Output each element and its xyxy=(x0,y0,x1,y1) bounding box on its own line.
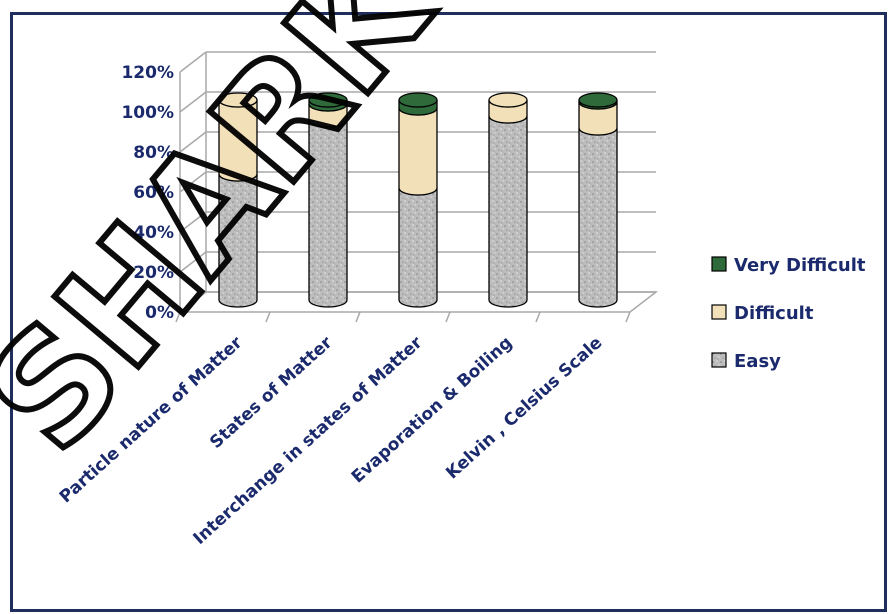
y-axis: 0% 20% 40% 60% 80% 100% 120% xyxy=(121,63,174,323)
y-tick-label: 0% xyxy=(145,303,174,323)
bar-group xyxy=(488,92,528,308)
y-tick-label: 80% xyxy=(133,143,174,163)
x-tick xyxy=(445,311,451,323)
bar-segment-easy xyxy=(488,115,528,308)
bar-group xyxy=(308,92,348,308)
bar-group xyxy=(398,92,438,308)
legend-label: Very Difficult xyxy=(734,255,866,276)
x-tick xyxy=(535,311,541,323)
y-tick-label: 20% xyxy=(133,263,174,283)
y-tick-label: 40% xyxy=(133,223,174,243)
bar-top-cap xyxy=(488,92,528,108)
chart-floor xyxy=(177,291,659,313)
legend-swatch xyxy=(711,352,727,368)
bar-top-cap xyxy=(398,92,438,108)
legend: Very Difficult Difficult Easy xyxy=(711,255,866,372)
x-category-label: Evaporation & Boiling xyxy=(348,333,516,487)
x-tick xyxy=(625,311,631,323)
bar-segment-easy xyxy=(578,127,618,308)
bar-segment-easy xyxy=(398,187,438,308)
bar-top-cap xyxy=(218,92,258,108)
legend-label: Easy xyxy=(734,351,781,372)
gridline-depth xyxy=(179,51,207,73)
gridline-depth xyxy=(179,251,207,273)
bars-layer xyxy=(218,92,618,308)
gridline-depth xyxy=(179,171,207,193)
bar-top-cap xyxy=(578,92,618,108)
x-tick xyxy=(265,311,271,323)
bar-group xyxy=(218,92,258,308)
x-tick xyxy=(355,311,361,323)
gridline-depth xyxy=(179,91,207,113)
gridline-depth xyxy=(179,131,207,153)
legend-label: Difficult xyxy=(734,303,814,324)
legend-swatch xyxy=(711,256,727,272)
gridline-depth xyxy=(179,211,207,233)
bar-group xyxy=(578,92,618,308)
y-tick-label: 100% xyxy=(121,103,174,123)
watermark-text: SHARK xyxy=(0,0,464,483)
bar-segment-difficult xyxy=(398,107,438,196)
y-tick-label: 120% xyxy=(121,63,174,83)
bar-top-cap xyxy=(308,92,348,108)
x-tick xyxy=(175,311,181,323)
legend-swatch xyxy=(711,304,727,320)
x-category-label: Kelvin , Celsius Scale xyxy=(442,333,606,483)
y-tick-label: 60% xyxy=(133,183,174,203)
